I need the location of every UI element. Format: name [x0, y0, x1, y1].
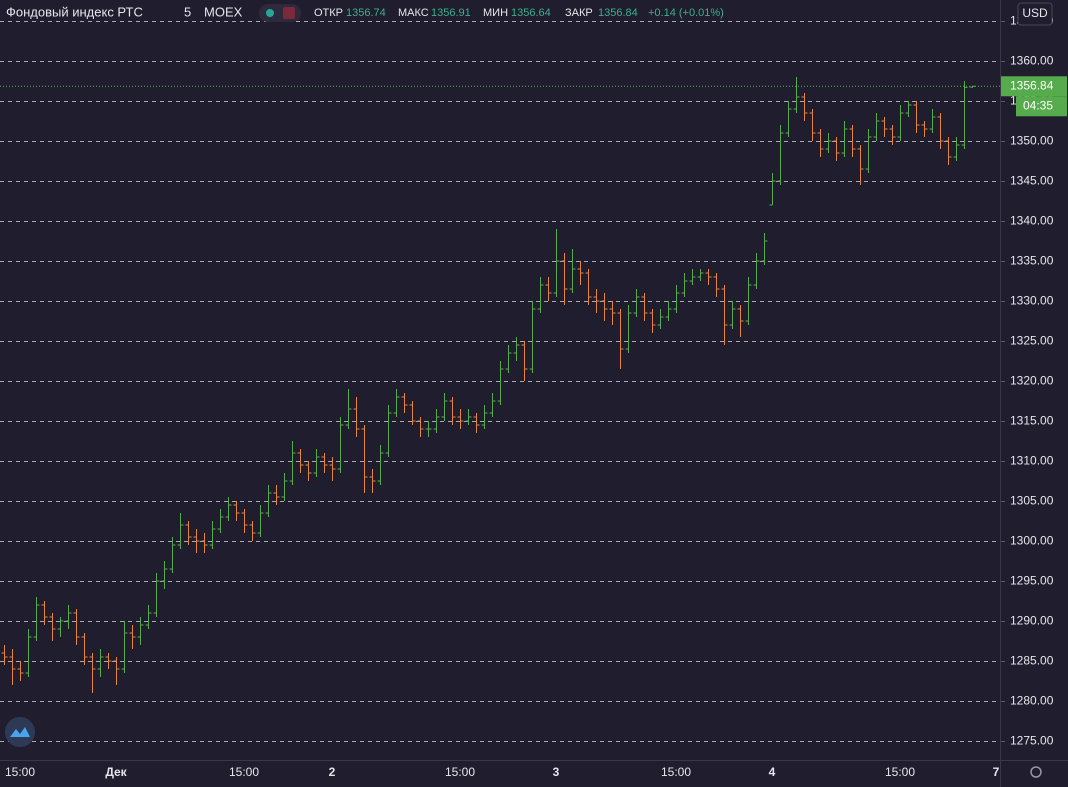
status-dot [266, 9, 274, 17]
close-value: 1356.84 [598, 7, 638, 19]
y-tick-label: 1320.00 [1010, 374, 1054, 388]
y-tick-label: 1350.00 [1010, 134, 1054, 148]
low-value: 1356.64 [511, 7, 551, 19]
y-tick-label: 1360.00 [1010, 54, 1054, 68]
low-label: МИН [483, 7, 508, 19]
y-tick-label: 1285.00 [1010, 654, 1054, 668]
y-tick-label: 1280.00 [1010, 694, 1054, 708]
y-tick-label: 1325.00 [1010, 334, 1054, 348]
currency-button[interactable] [1017, 2, 1053, 26]
y-tick-label: 1335.00 [1010, 254, 1054, 268]
x-tick-label: 7 [993, 765, 1000, 779]
last-price-label: 1356.84 [1010, 78, 1054, 92]
y-tick-label: 1290.00 [1010, 614, 1054, 628]
y-tick-label: 1340.00 [1010, 214, 1054, 228]
x-tick-label: 3 [553, 765, 560, 779]
y-tick-label: 1310.00 [1010, 454, 1054, 468]
status-flag [283, 7, 295, 19]
gear [1030, 766, 1042, 778]
countdown-box [1016, 96, 1067, 117]
x-tick-label: 15:00 [885, 765, 915, 779]
chart-title: Фондовый индекс РТС [6, 4, 143, 19]
x-tick-label: 15:00 [661, 765, 691, 779]
settings-icon[interactable] [1030, 766, 1042, 778]
y-tick-label: 1305.00 [1010, 494, 1054, 508]
last-price-box [1001, 76, 1067, 97]
x-tick-label: 15:00 [229, 765, 259, 779]
logo-button[interactable] [5, 717, 35, 747]
change: +0.14 (+0.01%) [648, 7, 724, 19]
y-tick-label: 1275.00 [1010, 734, 1054, 748]
y-tick-label: 1345.00 [1010, 174, 1054, 188]
exchange: MOEX [204, 4, 243, 19]
high-label: МАКС [398, 7, 429, 19]
high-value: 1356.91 [431, 7, 471, 19]
currency: USD [1022, 6, 1048, 20]
x-tick-label: 4 [769, 765, 776, 779]
x-tick-label: 15:00 [445, 765, 475, 779]
x-tick-label: Дек [105, 765, 127, 779]
y-tick-label: 1295.00 [1010, 574, 1054, 588]
y-tick-label: 1330.00 [1010, 294, 1054, 308]
open-value: 1356.74 [346, 7, 386, 19]
x-tick-label: 15:00 [5, 765, 35, 779]
logo-icon [10, 727, 30, 737]
interval: 5 [184, 4, 191, 19]
x-tick-label: 2 [329, 765, 336, 779]
y-tick-label: 1315.00 [1010, 414, 1054, 428]
open-label: ОТКР [314, 7, 343, 19]
countdown: 04:35 [1023, 98, 1053, 112]
y-tick-label: 1300.00 [1010, 534, 1054, 548]
close-label: ЗАКР [565, 7, 593, 19]
